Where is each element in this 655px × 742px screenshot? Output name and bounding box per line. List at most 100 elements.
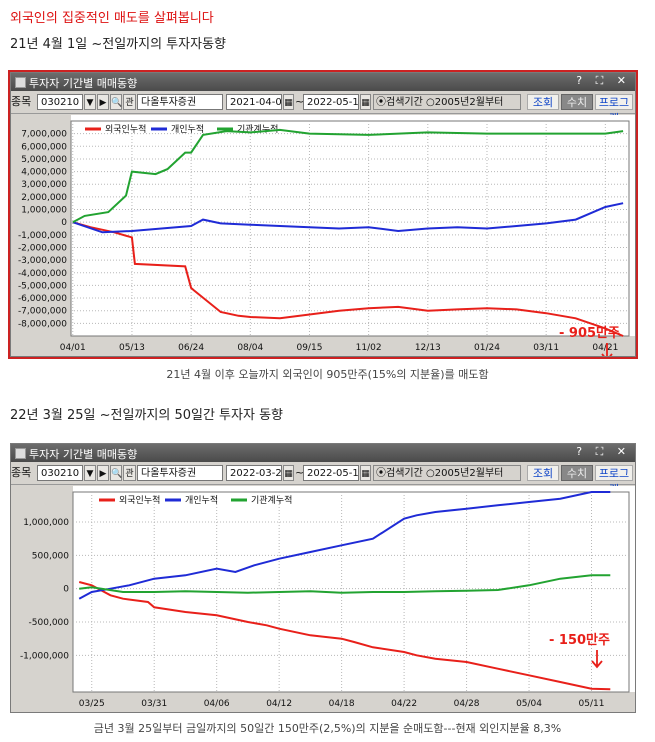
x-tick-label: 04/21 xyxy=(592,343,618,353)
date-to-input[interactable]: 2022-05-16 xyxy=(303,94,359,110)
x-tick-label: 01/24 xyxy=(474,343,500,353)
x-tick-label: 04/01 xyxy=(60,343,86,353)
query-button[interactable]: 조회 xyxy=(527,94,559,110)
stock-code-input[interactable]: 030210 xyxy=(37,465,83,481)
y-tick-label: -5,000,000 xyxy=(18,281,67,291)
x-tick-label: 04/22 xyxy=(391,699,417,709)
y-tick-label: 1,000,000 xyxy=(21,206,67,216)
chart-window-1: 투자자 기간별 매매동향 ? ⛶ ✕ 종목 030210 ▼ ▶ 🔍 관 다올투… xyxy=(8,70,638,362)
legend-label: 개인누적 xyxy=(171,123,204,135)
calendar-icon[interactable]: ▦ xyxy=(283,94,294,110)
window-controls[interactable]: ? ⛶ ✕ xyxy=(576,74,631,87)
x-tick-label: 08/04 xyxy=(237,343,263,353)
x-axis-panel xyxy=(11,692,635,712)
legend-label: 개인누적 xyxy=(185,494,218,506)
series-line xyxy=(78,581,611,691)
series-line xyxy=(72,202,624,234)
y-tick-label: 500,000 xyxy=(32,551,69,561)
radio-selected-icon[interactable]: ⦿ xyxy=(376,468,386,479)
toolbar: 종목 030210 ▼ ▶ 🔍 관 다올투자증권 2021-04-01 ▦ ~ … xyxy=(11,91,635,125)
window-icon xyxy=(15,448,26,459)
x-tick-label: 03/25 xyxy=(79,699,105,709)
section-1-caption: 21년 4월 이후 오늘까지 외국인이 905만주(15%의 지분율)를 매도함 xyxy=(166,368,489,381)
radio-2005-label: 2005년2월부터 xyxy=(434,468,504,479)
program-button[interactable]: 프로그램 xyxy=(595,94,633,125)
radio-selected-icon[interactable]: ⦿ xyxy=(376,97,386,108)
radio-period-label: 검색기간 xyxy=(386,97,423,108)
line-chart-2: 1,000,000 500,000 0 -500,000 -1,000,000 03/25… xyxy=(11,486,635,712)
code-dropdown-icon[interactable]: ▼ xyxy=(84,94,96,110)
x-tick-label: 05/13 xyxy=(119,343,145,353)
query-button[interactable]: 조회 xyxy=(527,465,559,481)
code-dropdown-icon[interactable]: ▼ xyxy=(84,465,96,481)
y-tick-label: -2,000,000 xyxy=(18,243,67,253)
y-tick-label: 4,000,000 xyxy=(21,168,67,178)
annotation-arrow-icon xyxy=(591,650,603,669)
period-radio-group: ⦿검색기간 ○2005년2월부터 xyxy=(373,94,521,110)
y-tick-label: -7,000,000 xyxy=(18,307,67,317)
series-line xyxy=(78,491,611,600)
x-tick-label: 03/31 xyxy=(141,699,167,709)
date-from-input[interactable]: 2021-04-01 xyxy=(226,94,282,110)
y-tick-label: -3,000,000 xyxy=(18,256,67,266)
calendar-icon[interactable]: ▦ xyxy=(360,465,371,481)
program-button[interactable]: 프로그램 xyxy=(595,465,633,496)
window-title: 투자자 기간별 매매동향 xyxy=(29,77,138,90)
line-chart-1: 7,000,000 6,000,000 5,000,000 4,000,000 3,00… xyxy=(11,115,635,362)
calendar-icon[interactable]: ▦ xyxy=(360,94,371,110)
stock-code-input[interactable]: 030210 xyxy=(37,94,83,110)
series-line xyxy=(72,221,624,337)
plot-area: 7,000,000 6,000,000 5,000,000 4,000,000 3,00… xyxy=(11,115,635,362)
radio-period-label: 검색기간 xyxy=(386,468,423,479)
section-2-caption: 금년 3월 25일부터 금일까지의 50일간 150만주(2,5%)의 지분을 … xyxy=(93,722,562,735)
x-tick-label: 04/12 xyxy=(266,699,292,709)
y-tick-label: 0 xyxy=(63,585,69,595)
tilde: ~ xyxy=(295,466,305,479)
x-tick-label: 04/28 xyxy=(454,699,480,709)
handwritten-annotation: - 905만주 xyxy=(559,325,620,341)
chart-window-2: 투자자 기간별 매매동향 ? ⛶ ✕ 종목 030210 ▼ ▶ 🔍 관 다올투… xyxy=(10,443,636,713)
y-tick-label: -1,000,000 xyxy=(18,231,67,241)
legend-label: 외국인누적 xyxy=(119,494,160,506)
handwritten-annotation: - 150만주 xyxy=(549,632,610,648)
kwan-button[interactable]: 관 xyxy=(123,465,136,481)
date-to-input[interactable]: 2022-05-16 xyxy=(303,465,359,481)
y-tick-label: 2,000,000 xyxy=(21,193,67,203)
code-label: 종목 xyxy=(11,95,32,108)
kwan-button[interactable]: 관 xyxy=(123,94,136,110)
period-radio-group: ⦿검색기간 ○2005년2월부터 xyxy=(373,465,521,481)
next-arrow-icon[interactable]: ▶ xyxy=(97,94,109,110)
radio-empty-icon[interactable]: ○ xyxy=(426,468,435,479)
y-tick-label: 7,000,000 xyxy=(21,130,67,140)
calendar-icon[interactable]: ▦ xyxy=(283,465,294,481)
window-controls[interactable]: ? ⛶ ✕ xyxy=(576,445,631,458)
y-tick-label: 0 xyxy=(61,218,67,228)
y-axis-panel xyxy=(11,486,73,712)
stock-name-field: 다올투자증권 xyxy=(137,465,223,481)
value-button[interactable]: 수치 xyxy=(561,465,593,481)
radio-empty-icon[interactable]: ○ xyxy=(426,97,435,108)
legend-label: 외국인누적 xyxy=(105,123,146,135)
x-tick-label: 12/13 xyxy=(415,343,441,353)
y-tick-label: -4,000,000 xyxy=(18,269,67,279)
value-button[interactable]: 수치 xyxy=(561,94,593,110)
date-from-input[interactable]: 2022-03-25 xyxy=(226,465,282,481)
y-tick-label: -8,000,000 xyxy=(18,319,67,329)
stock-name-field: 다올투자증권 xyxy=(137,94,223,110)
window-titlebar: 투자자 기간별 매매동향 ? ⛶ ✕ xyxy=(11,73,635,91)
search-icon[interactable]: 🔍 xyxy=(110,94,122,110)
x-tick-label: 05/04 xyxy=(516,699,542,709)
tilde: ~ xyxy=(295,95,305,108)
code-label: 종목 xyxy=(11,466,32,479)
x-tick-label: 04/18 xyxy=(329,699,355,709)
y-tick-label: 3,000,000 xyxy=(21,180,67,190)
legend-label: 기관계누적 xyxy=(251,494,292,506)
search-icon[interactable]: 🔍 xyxy=(110,465,122,481)
next-arrow-icon[interactable]: ▶ xyxy=(97,465,109,481)
x-axis-panel xyxy=(11,336,635,356)
window-icon xyxy=(15,77,26,88)
toolbar: 종목 030210 ▼ ▶ 🔍 관 다올투자증권 2022-03-25 ▦ ~ … xyxy=(11,462,635,496)
y-tick-label: 1,000,000 xyxy=(23,518,69,528)
section-2-heading: 22년 3월 25일 ~전일까지의 50일간 투자자 동향 xyxy=(10,408,283,423)
intro-note: 외국인의 집중적인 매도를 살펴봅니다 xyxy=(10,11,214,26)
